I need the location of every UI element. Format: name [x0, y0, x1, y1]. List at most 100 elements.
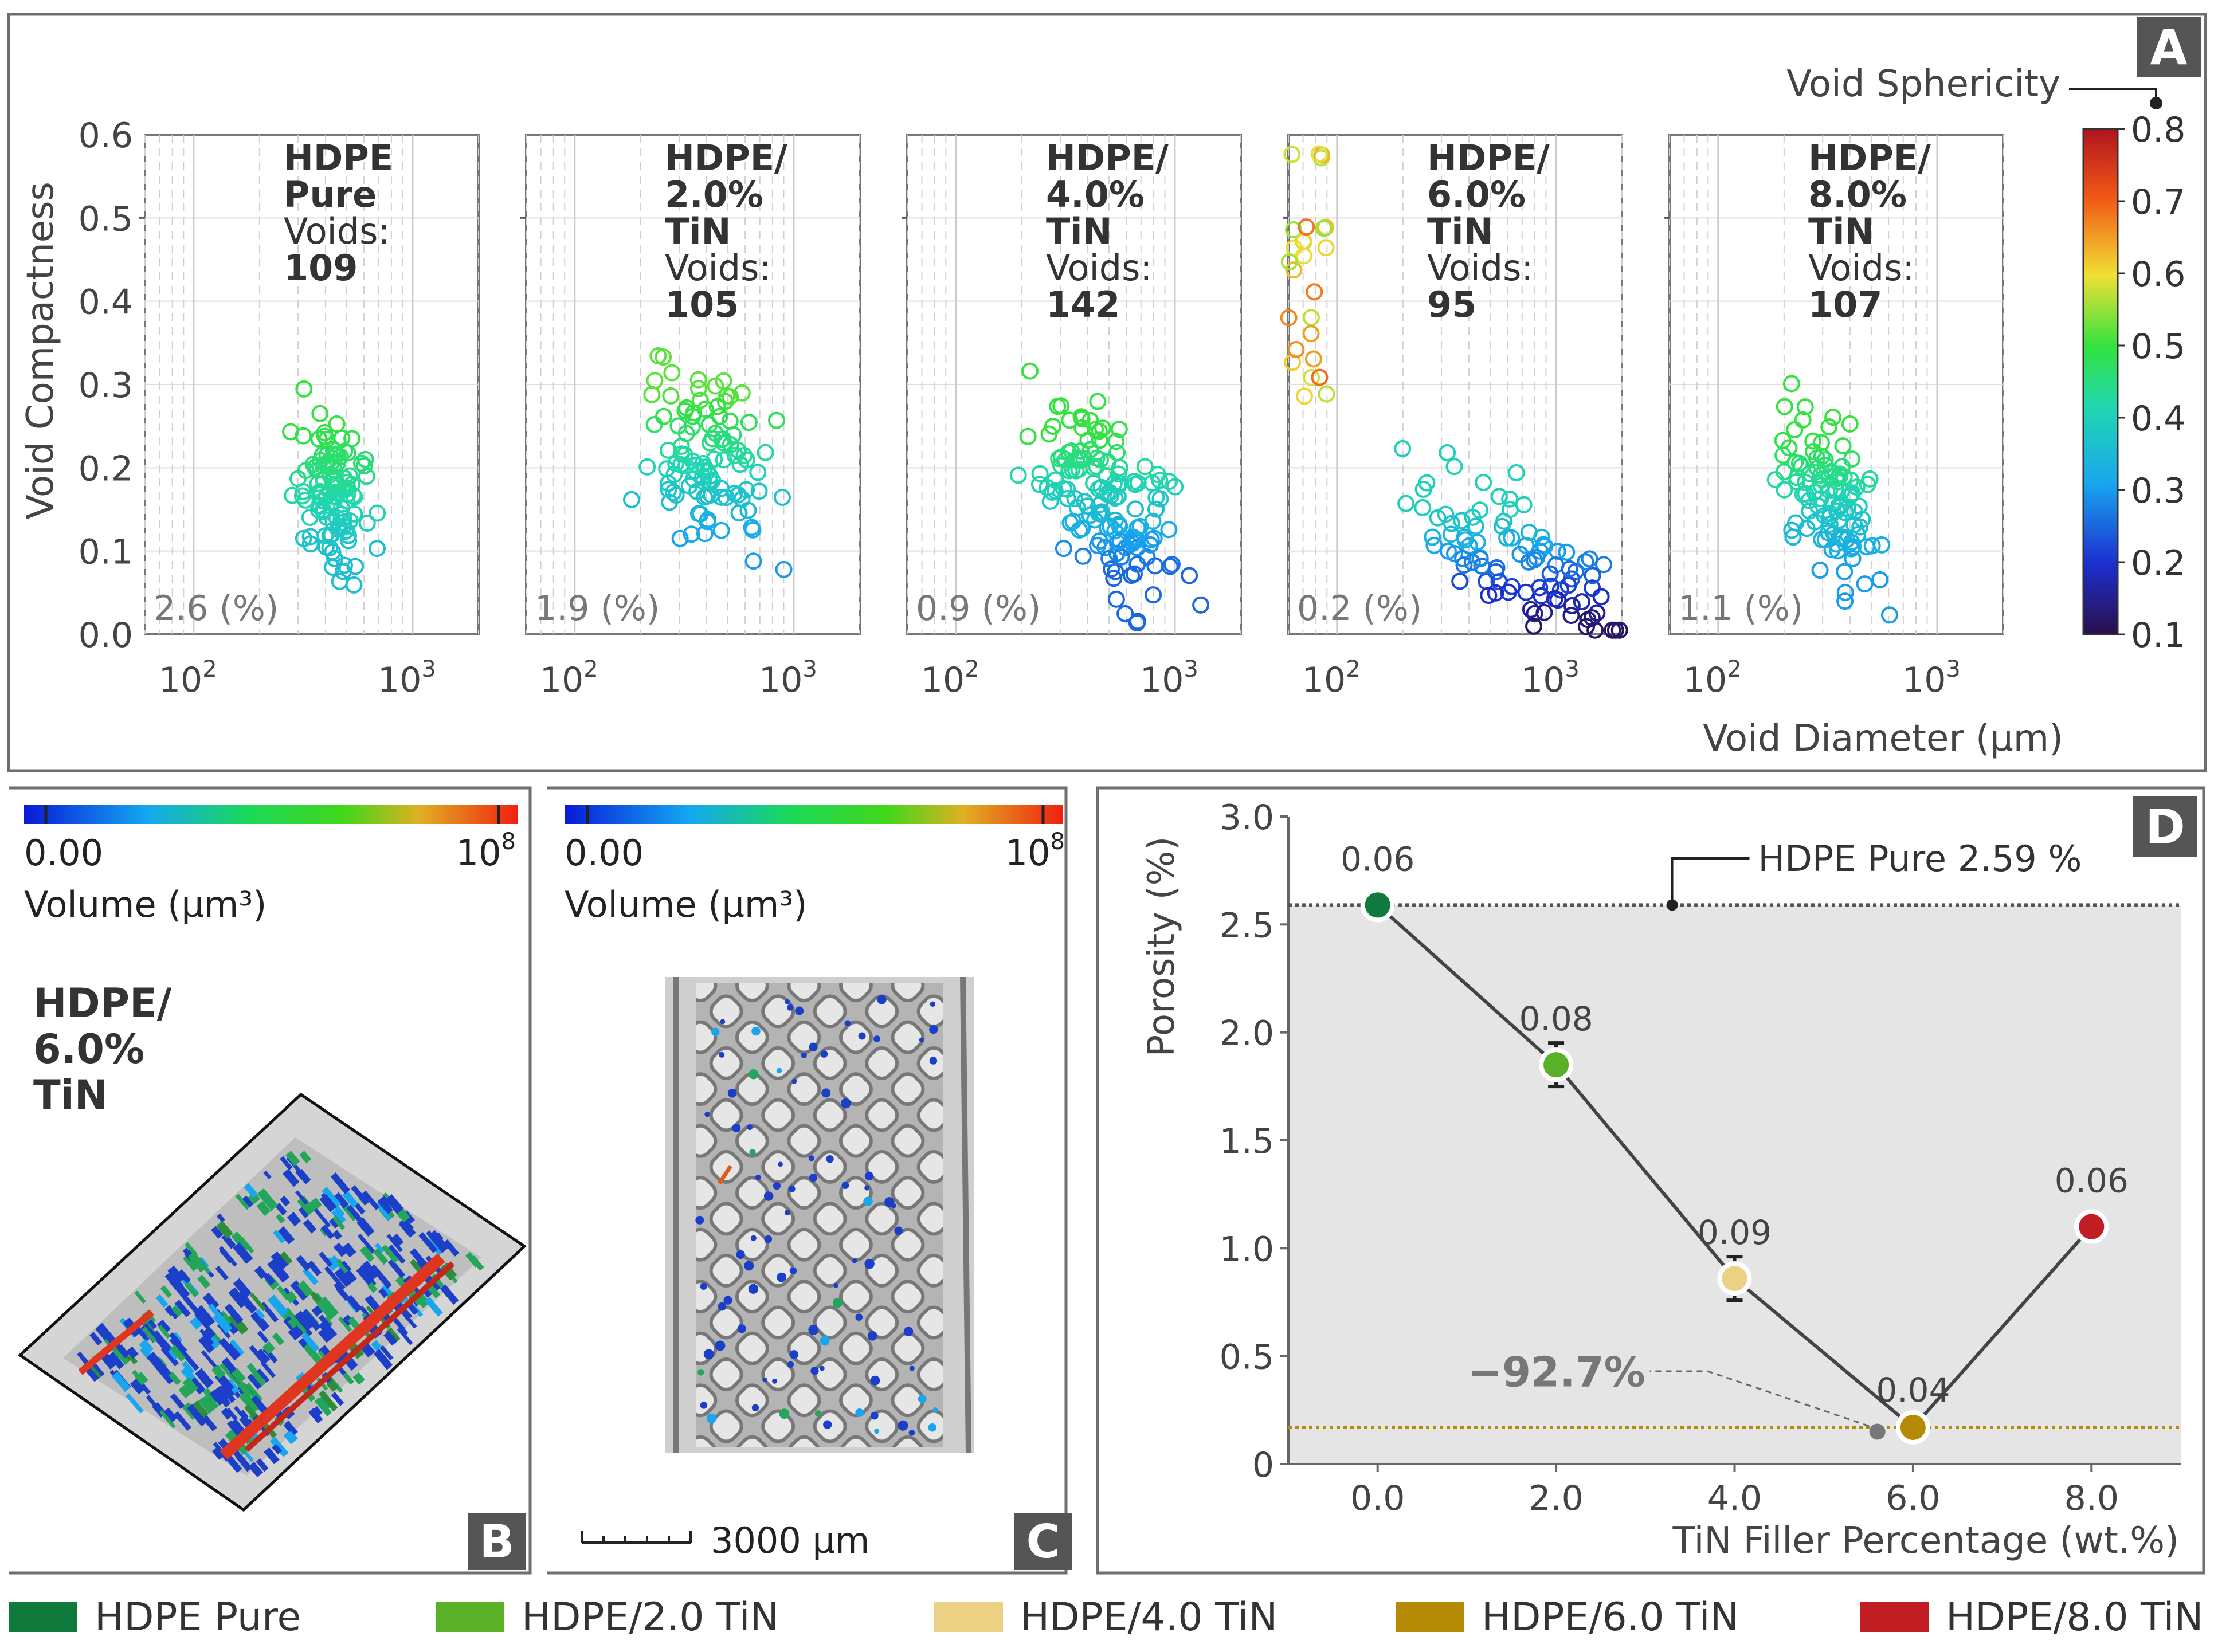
void-blob: [256, 1200, 271, 1217]
scatter-point: [1525, 617, 1543, 635]
void-blob: [181, 1366, 196, 1382]
scatter-point: [1284, 221, 1302, 239]
scatter-point: [1110, 465, 1127, 483]
scatter-point: [295, 427, 312, 445]
scatter-point: [1782, 375, 1800, 393]
scatter-point: [744, 552, 762, 570]
voids-label: Voids:: [284, 210, 390, 252]
porosity-chart: 0 0.5 1.0 1.5 2.0 2.5 3.0 0.0 2.0 4.0 6.0 8.0 HDPE P…: [1220, 798, 2181, 1518]
reference-leader: [1671, 857, 1750, 905]
scatter-point: [316, 424, 334, 442]
x-tick-exp: 3: [1565, 656, 1579, 682]
colorbar-tick-label: 0.4: [2131, 399, 2185, 439]
scatter-point: [1503, 529, 1521, 547]
legend-label: HDPE/2.0 TiN: [522, 1595, 779, 1640]
void-speck: [700, 1402, 708, 1409]
void-blob: [366, 1294, 381, 1310]
scatter-point: [1059, 489, 1076, 507]
scatter-point: [1298, 218, 1315, 236]
void-blob: [294, 1310, 314, 1332]
void-blob: [360, 1260, 379, 1281]
reference-leader-dot: [1666, 899, 1678, 911]
colorbar-tick-label: 0.8: [2131, 110, 2185, 150]
scatter-point: [645, 415, 663, 433]
scatter-point: [1059, 480, 1076, 498]
y-tick-label-d: 1.0: [1220, 1229, 1274, 1269]
void-blob: [297, 1195, 316, 1216]
scatter-point: [1577, 618, 1595, 635]
scatter-point: [1812, 434, 1830, 452]
scatter-point: [1101, 517, 1119, 535]
void-blob: [250, 1310, 270, 1332]
void-blob: [397, 1327, 413, 1345]
scatter-point: [1856, 575, 1874, 593]
void-blob: [387, 1259, 406, 1278]
void-speck: [894, 1226, 903, 1235]
data-point: [2074, 1209, 2109, 1244]
scatter-point: [1546, 590, 1563, 607]
void-blob: [247, 1374, 262, 1390]
scatter-point: [1304, 350, 1322, 368]
void-blob: [211, 1226, 224, 1239]
void-speck: [789, 1350, 799, 1359]
void-blob: [167, 1265, 185, 1284]
scatter-point: [1595, 556, 1613, 574]
void-blob: [346, 1294, 362, 1313]
scatter-point: [358, 515, 376, 532]
void-blob: [249, 1293, 267, 1312]
data-point: [1717, 1261, 1752, 1296]
void-blob: [284, 1290, 297, 1304]
scatter-point: [321, 539, 339, 556]
void-blob: [342, 1242, 356, 1258]
void-speck: [737, 1324, 746, 1333]
void-blob: [198, 1257, 209, 1269]
scatter-point: [740, 414, 758, 431]
scatter-point: [1424, 528, 1441, 546]
legend-label: HDPE/4.0 TiN: [1020, 1595, 1278, 1640]
void-speck: [715, 1340, 726, 1351]
colorbar-b-max: 108: [456, 829, 516, 874]
scatter-point: [1788, 473, 1805, 491]
void-speck: [918, 1395, 927, 1403]
void-blob: [334, 1268, 353, 1288]
void-speck: [749, 1069, 759, 1080]
void-blob: [237, 1292, 257, 1314]
void-blob: [233, 1242, 253, 1264]
scatter-point: [1439, 444, 1456, 462]
void-blob: [379, 1345, 394, 1361]
y-tick-label-d: 0: [1252, 1445, 1274, 1485]
scatter-point: [1821, 508, 1839, 525]
panel-b-frame: [9, 786, 532, 1575]
scatter-point: [735, 446, 753, 464]
void-blob: [202, 1393, 219, 1411]
scatter-point: [1303, 368, 1320, 386]
void-blob: [351, 1185, 369, 1206]
scatter-point: [1414, 499, 1432, 516]
void-speck: [695, 1215, 704, 1225]
scatter-point: [1107, 590, 1125, 608]
scatter-point: [1577, 553, 1594, 571]
void-blob: [314, 1208, 331, 1228]
void-speck: [877, 995, 887, 1004]
scatter-point: [1111, 459, 1128, 477]
void-blob: [314, 1397, 332, 1416]
sample-label-b-2: 6.0%: [33, 1026, 144, 1073]
void-speck: [749, 1149, 756, 1156]
porosity-label: 2.6 (%): [154, 588, 279, 629]
void-blob: [318, 1390, 338, 1412]
sample-label-b-3: TiN: [33, 1072, 108, 1119]
scatter-point: [1833, 530, 1851, 548]
scatter-point: [318, 430, 336, 448]
scatter-point: [1475, 474, 1492, 492]
ct-slice: [665, 976, 974, 1453]
void-blob: [290, 1280, 309, 1301]
volume-colorbar-c: [565, 805, 1063, 824]
void-speck: [928, 1423, 936, 1432]
void-blob: [232, 1449, 253, 1472]
x-tick-label-a: 103: [1521, 656, 1580, 700]
legend-swatch: [934, 1602, 1003, 1632]
scatter-point: [369, 540, 386, 558]
panel-sample-label: 2.0%: [665, 174, 763, 215]
scatter-point: [1163, 555, 1181, 573]
